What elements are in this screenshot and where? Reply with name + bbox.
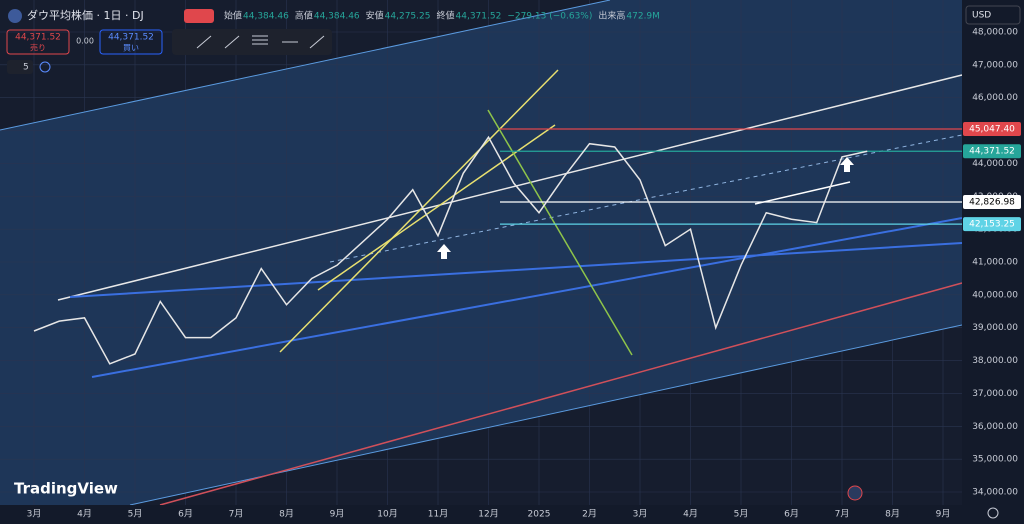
y-tick-label: 35,000.00	[972, 455, 1018, 465]
buy-price: 44,371.52	[108, 33, 154, 43]
indicator-toggle[interactable]	[7, 60, 33, 74]
x-tick-label: 7月	[835, 509, 850, 520]
price-tag	[963, 122, 1021, 137]
buy-label: 買い	[123, 44, 139, 53]
sell-price: 44,371.52	[15, 33, 61, 43]
price-axis	[962, 0, 1024, 524]
arrow-up	[840, 157, 854, 172]
price-tag-label: 44,371.52	[969, 147, 1015, 157]
y-tick-label: 44,000.00	[972, 159, 1018, 169]
ohlc-label: 終値	[436, 10, 454, 22]
change: −279.13 (−0.63%)	[507, 12, 592, 22]
x-tick-label: 12月	[478, 509, 498, 520]
y-tick-label: 39,000.00	[972, 323, 1018, 333]
trend-blue-1	[91, 217, 963, 378]
logo: TradingView	[14, 480, 118, 498]
trend-yellow-2	[317, 124, 556, 291]
ohlc-label: 高値	[295, 10, 313, 22]
x-tick-label: 6月	[784, 509, 799, 520]
price-tag-label: 42,153.25	[969, 220, 1015, 230]
currency: USD	[972, 11, 991, 21]
price-tag	[963, 217, 1021, 232]
price-tag-label: 42,826.98	[969, 197, 1015, 207]
x-tick-label: 3月	[27, 509, 42, 520]
channel-fill	[0, 0, 962, 505]
ohlc-value: 44,384.46	[314, 12, 360, 22]
series	[33, 135, 868, 365]
volume-label: 出来高	[598, 10, 625, 22]
axis-labels: 34,000.00 35,000.00 36,000.00 37,000.00 38,0…	[27, 28, 1021, 520]
x-tick-label: 4月	[683, 509, 698, 520]
x-tick-label: 3月	[633, 509, 648, 520]
x-tick-label: 2025	[528, 510, 551, 520]
price-tag	[963, 144, 1021, 159]
y-tick-label: 38,000.00	[972, 356, 1018, 366]
y-tick-label: 36,000.00	[972, 422, 1018, 432]
y-tick-label: 46,000.00	[972, 93, 1018, 103]
channel-top	[0, 0, 611, 131]
sell-button[interactable]	[6, 29, 70, 55]
ohlc: 始値 44,384.46 高値 44,384.46 安値 44,275.25 終値 44,37…	[224, 10, 660, 22]
x-tick-label: 9月	[936, 509, 951, 520]
x-tick-label: 7月	[229, 509, 244, 520]
drawing-toolbar	[172, 29, 332, 55]
y-tick-label: 40,000.00	[972, 290, 1018, 300]
spread: 0.00	[76, 37, 94, 46]
trend-red	[159, 282, 963, 506]
x-tick-label: 5月	[734, 509, 749, 520]
trend-yellow-1	[279, 69, 559, 353]
x-tick-label: 9月	[330, 509, 345, 520]
trend-blue-2	[69, 242, 963, 298]
price-tag	[963, 194, 1021, 209]
trend-white	[57, 74, 963, 301]
buy-button[interactable]	[99, 29, 163, 55]
y-tick-label: 41,000.00	[972, 258, 1018, 268]
ohlc-label: 安値	[366, 10, 384, 22]
x-tick-label: 2月	[582, 509, 597, 520]
event-icon[interactable]	[847, 485, 863, 501]
price-line-series	[33, 135, 868, 365]
symbol: ダウ平均株価 · 1日 · DJ	[27, 8, 144, 22]
y-tick-label: 48,000.00	[972, 28, 1018, 38]
tool-icons[interactable]	[196, 35, 325, 49]
x-tick-label: 8月	[885, 509, 900, 520]
sync-icon[interactable]	[39, 61, 51, 73]
symbol-icon	[8, 9, 22, 23]
price-tag-label: 45,047.40	[969, 125, 1015, 135]
ohlc-value: 44,275.25	[385, 12, 431, 22]
currency-select[interactable]	[965, 5, 1021, 25]
settings-icon[interactable]	[987, 507, 999, 519]
sell-label: 売り	[30, 43, 46, 53]
trend-dashed	[329, 134, 963, 263]
x-tick-label: 8月	[279, 509, 294, 520]
ohlc-value: 44,371.52	[456, 12, 502, 22]
x-tick-label: 10月	[377, 509, 397, 520]
grid	[0, 0, 962, 505]
x-tick-label: 6月	[178, 509, 193, 520]
price-lines	[500, 128, 962, 225]
trend-short	[754, 181, 851, 205]
y-tick-label: 37,000.00	[972, 389, 1018, 399]
y-tick-label: 34,000.00	[972, 488, 1018, 498]
x-tick-label: 5月	[128, 509, 143, 520]
y-tick-label: 47,000.00	[972, 60, 1018, 70]
ohlc-label: 始値	[224, 10, 242, 22]
x-tick-label: 4月	[77, 509, 92, 520]
volume: 472.9M	[626, 12, 660, 22]
alert-toggle[interactable]	[184, 9, 214, 23]
x-tick-label: 11月	[428, 509, 448, 520]
arrow-up	[437, 244, 451, 259]
ohlc-value: 44,384.46	[243, 12, 289, 22]
time-axis	[0, 505, 962, 524]
toolbar-icons	[196, 35, 325, 49]
indicator-count: 5	[23, 63, 29, 73]
